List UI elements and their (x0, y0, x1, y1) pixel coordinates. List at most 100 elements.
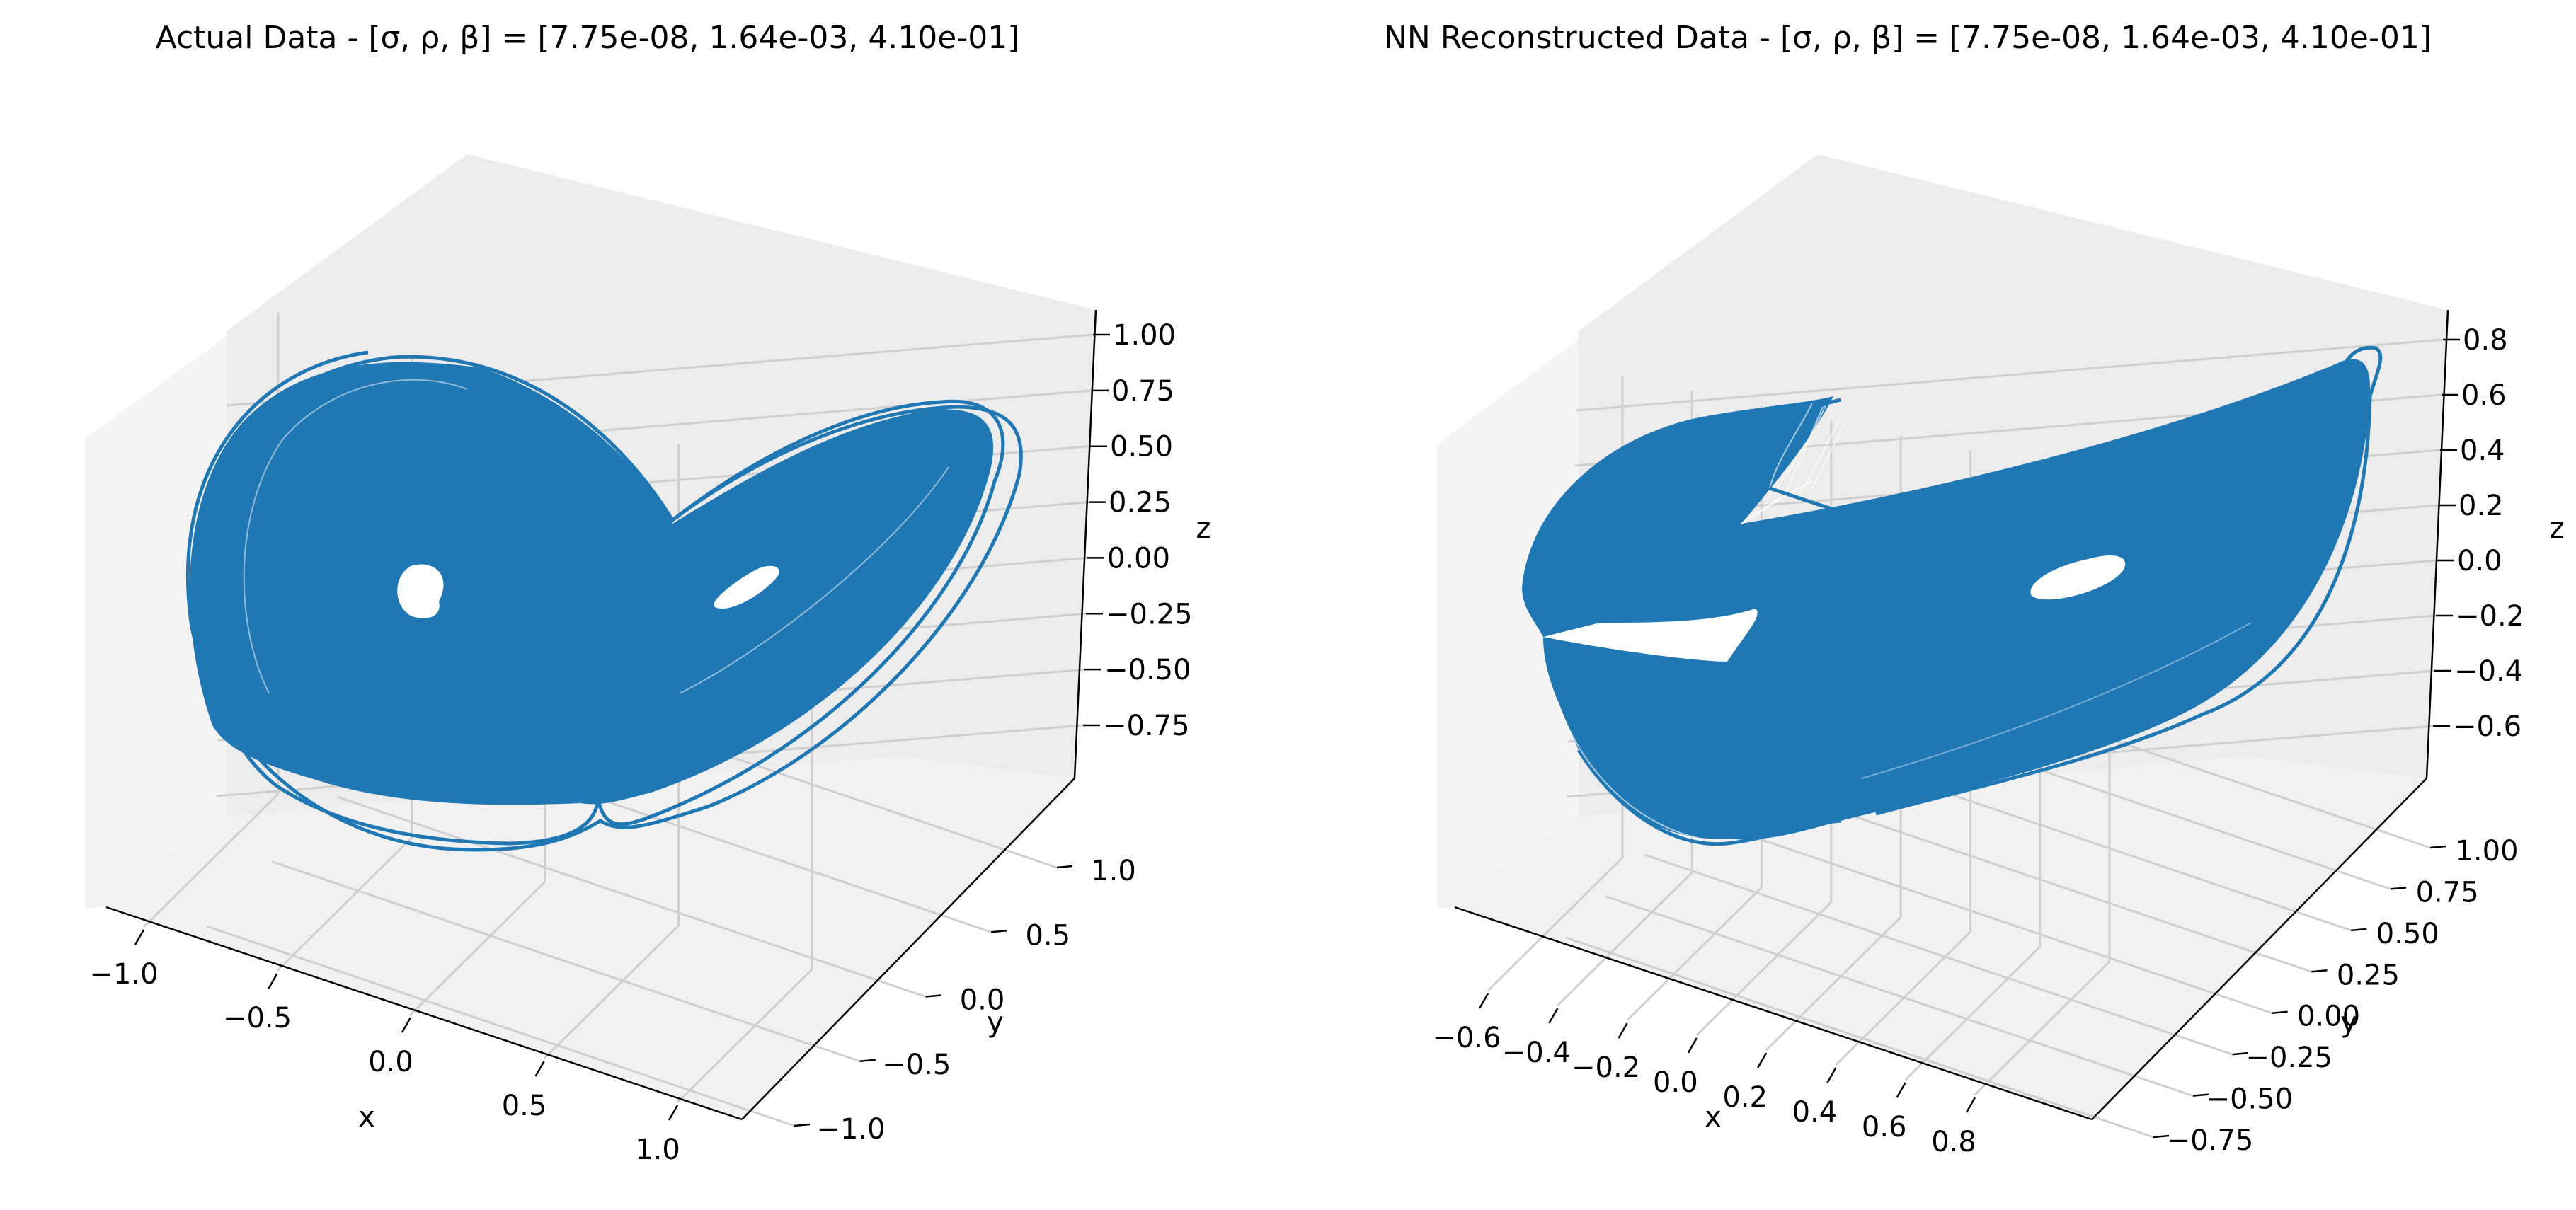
y-tick-label: 1.00 (2455, 835, 2518, 868)
y-tick-mark (991, 930, 1007, 933)
pane-back-left (85, 154, 467, 908)
x-tick-label: −0.5 (223, 1002, 292, 1035)
y-tick-mark (794, 1123, 811, 1127)
z-tick-label: 0.2 (2458, 490, 2504, 522)
y-tick-mark (2153, 1134, 2170, 1139)
y-tick-label: 0.25 (2337, 959, 2400, 991)
z-tick-label: 0.4 (2460, 434, 2505, 467)
x-axis-line (1454, 906, 2093, 1121)
y-tick-label: 0.75 (2416, 876, 2479, 909)
x-axis-line (105, 906, 743, 1121)
grid-line (1644, 853, 2233, 1056)
y-tick-mark (2311, 969, 2328, 973)
grid-line (676, 968, 813, 1104)
y-tick-label: −0.75 (2167, 1124, 2254, 1157)
x-tick-mark (401, 1017, 412, 1033)
pane-floor (85, 756, 1075, 1119)
x-tick-mark (1548, 1008, 1559, 1024)
x-tick-label: −0.2 (1572, 1051, 1640, 1084)
y-tick-mark (1056, 865, 1073, 869)
y-tick-label: −0.50 (2206, 1083, 2294, 1116)
z-axis-ticks: −0.75 −0.50 −0.25 0.00 0.25 0.50 0.75 1.00 (1083, 319, 1193, 742)
grid-line (1904, 945, 2041, 1081)
x-tick-label: −0.4 (1502, 1037, 1571, 1069)
pane-back-left (1437, 154, 1818, 908)
x-tick-mark (534, 1061, 545, 1077)
y-tick-label: 1.0 (1091, 855, 1136, 887)
z-tick-label: −0.4 (2454, 655, 2523, 688)
x-axis-ticks: −1.0 −0.5 0.0 0.5 1.0 (89, 929, 680, 1166)
x-tick-label: 0.5 (502, 1090, 547, 1122)
z-tick-label: −0.50 (1104, 654, 1191, 686)
y-tick-label: 0.5 (1025, 919, 1070, 952)
y-tick-mark (2272, 1010, 2288, 1014)
x-tick-label: 0.0 (368, 1046, 413, 1078)
y-axis-label: y (987, 1006, 1004, 1039)
y-tick-label: 0.50 (2376, 918, 2439, 950)
y-axis-line (2091, 778, 2427, 1120)
z-tick-label: −0.2 (2456, 600, 2524, 633)
chart-panel-actual: Actual Data - [σ, ρ, β] = [7.75e-08, 1.6… (85, 20, 1211, 1166)
z-tick-label: 0.75 (1111, 375, 1174, 408)
x-tick-mark (1478, 993, 1489, 1009)
grid-line (1605, 895, 2194, 1097)
x-tick-mark (1965, 1097, 1976, 1113)
x-tick-label: 0.8 (1931, 1126, 1976, 1158)
grid-line (1765, 916, 1902, 1051)
grid-line (1626, 886, 1763, 1022)
grid-line (409, 880, 546, 1016)
x-tick-label: 0.6 (1862, 1111, 1907, 1143)
y-tick-mark (2391, 887, 2407, 890)
x-tick-label: −0.6 (1432, 1022, 1501, 1054)
z-axis-label: z (1196, 512, 1211, 545)
y-tick-label: −0.5 (882, 1049, 951, 1081)
z-axis-label: z (2550, 512, 2565, 545)
y-tick-mark (2232, 1051, 2248, 1056)
x-tick-mark (668, 1105, 679, 1121)
grid-line (1557, 871, 1693, 1007)
grid-line (1487, 856, 1624, 992)
pane-floor (1437, 756, 2427, 1119)
x-axis-label: x (1705, 1101, 1722, 1134)
x-tick-label: 0.2 (1722, 1081, 1768, 1114)
y-tick-label: −1.0 (816, 1113, 885, 1146)
z-tick-label: 0.6 (2461, 379, 2507, 412)
grid-line (338, 796, 926, 998)
z-tick-label: 1.00 (1113, 319, 1176, 352)
grid-line (206, 925, 795, 1127)
grid-line (276, 836, 413, 972)
x-tick-label: −1.0 (89, 958, 158, 991)
x-tick-label: 0.4 (1792, 1096, 1838, 1129)
z-tick-label: 0.00 (1107, 542, 1170, 575)
x-tick-mark (268, 973, 278, 989)
y-axis-ticks: −1.0 −0.5 0.0 0.5 1.0 (794, 855, 1136, 1146)
grid-line (142, 793, 280, 928)
x-tick-mark (1757, 1052, 1768, 1068)
z-tick-label: −0.75 (1103, 710, 1190, 742)
y-axis-line (741, 778, 1075, 1120)
grid-line (1576, 338, 2444, 412)
chart-panel-reconstructed: NN Reconstructed Data - [σ, ρ, β] = [7.7… (1384, 20, 2564, 1158)
z-tick-label: −0.6 (2453, 710, 2521, 743)
grid-line (1565, 936, 2154, 1139)
y-tick-mark (925, 994, 941, 998)
x-axis-ticks: −0.6 −0.4 −0.2 0.0 0.2 0.4 0.6 0.8 (1432, 993, 1976, 1158)
chart-title: Actual Data - [σ, ρ, β] = [7.75e-08, 1.6… (156, 20, 1020, 56)
z-tick-label: 0.8 (2463, 324, 2508, 357)
grid-line (1684, 812, 2273, 1015)
attractor-trajectory (186, 350, 1023, 852)
attractor-trajectory (1522, 345, 2383, 846)
y-axis-label: y (2340, 1006, 2357, 1039)
chart-title: NN Reconstructed Data - [σ, ρ, β] = [7.7… (1384, 20, 2432, 56)
x-tick-label: 1.0 (635, 1134, 680, 1166)
z-tick-label: 0.0 (2457, 545, 2502, 577)
y-tick-label: −0.25 (2245, 1042, 2332, 1074)
z-axis-ticks: −0.6 −0.4 −0.2 0.0 0.2 0.4 0.6 0.8 (2433, 324, 2524, 743)
y-axis-ticks: −0.75 −0.50 −0.25 0.00 0.25 0.50 0.75 1.00 (2153, 835, 2519, 1157)
z-tick-label: 0.50 (1110, 431, 1173, 463)
z-axis-line (1073, 309, 1097, 779)
z-tick-label: 0.25 (1109, 487, 1172, 519)
y-tick-mark (2429, 845, 2446, 849)
y-tick-label: 0.00 (2297, 1001, 2360, 1033)
x-tick-mark (1826, 1067, 1837, 1083)
